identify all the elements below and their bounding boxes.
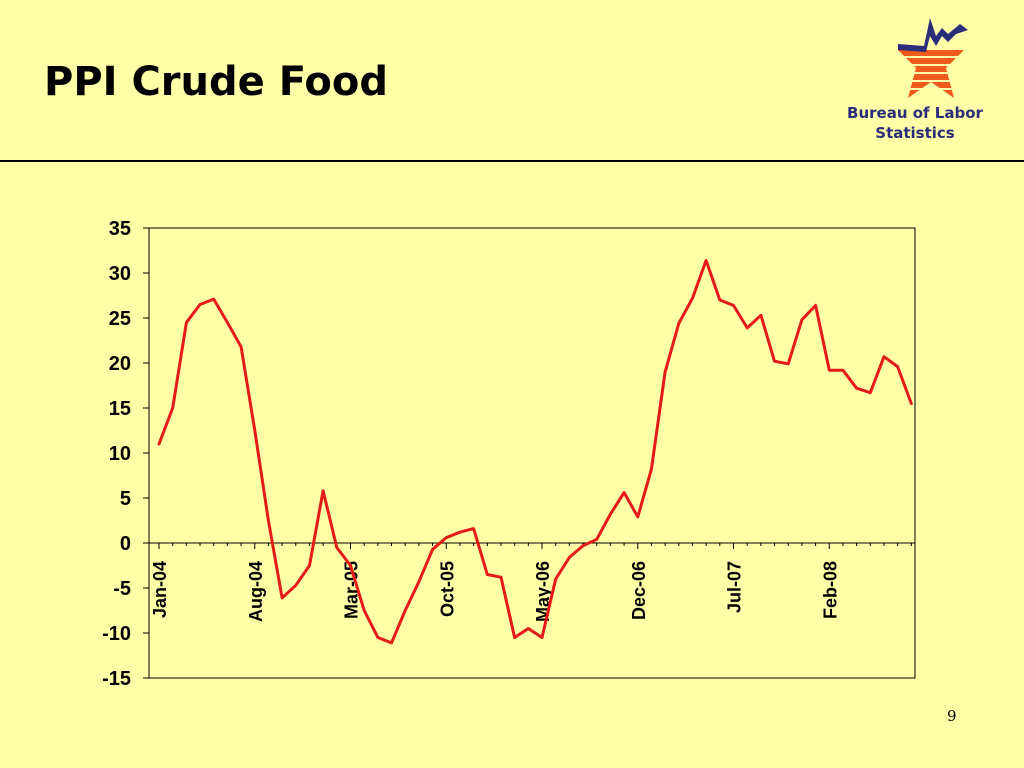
- organization-name-line2: Statistics: [875, 124, 955, 142]
- y-tick-label: 0: [120, 533, 131, 555]
- series-layer: [157, 258, 913, 645]
- page-title: PPI Crude Food: [44, 59, 388, 105]
- x-tick-label: Mar-05: [342, 561, 362, 619]
- page-number: 9: [947, 707, 957, 725]
- x-tick-label: Aug-04: [246, 561, 266, 622]
- x-tick-label: Feb-08: [820, 561, 840, 619]
- series-line-ppi-crude-food: [157, 258, 913, 645]
- y-tick-label: 30: [109, 263, 131, 285]
- y-tick-label: -5: [113, 578, 131, 600]
- organization-name: Bureau of Labor Statistics: [840, 103, 990, 143]
- x-tick-label: Oct-05: [437, 561, 457, 617]
- x-tick-label: Jul-07: [725, 561, 745, 613]
- y-tick-label: 10: [109, 443, 131, 465]
- y-axis: 35 30 25 20 15 10 5 0 -5 -10 -15: [102, 218, 149, 690]
- y-tick-label: -15: [102, 668, 131, 690]
- y-tick-label: 15: [109, 398, 131, 420]
- bls-star-logo-icon: [898, 18, 968, 98]
- title-divider: [0, 160, 1024, 162]
- x-tick-label: Dec-06: [629, 561, 649, 620]
- organization-name-line1: Bureau of Labor: [847, 104, 983, 122]
- y-tick-label: 25: [109, 308, 131, 330]
- y-tick-label: 5: [120, 488, 131, 510]
- y-tick-label: 35: [109, 218, 131, 240]
- x-axis: Jan-04 Aug-04 Mar-05 Oct-05 May-06 Dec-06 Jul-…: [149, 542, 915, 622]
- x-tick-label: May-06: [533, 561, 553, 622]
- y-tick-label: -10: [102, 623, 131, 645]
- y-tick-label: 20: [109, 353, 131, 375]
- x-tick-label: Jan-04: [150, 561, 170, 618]
